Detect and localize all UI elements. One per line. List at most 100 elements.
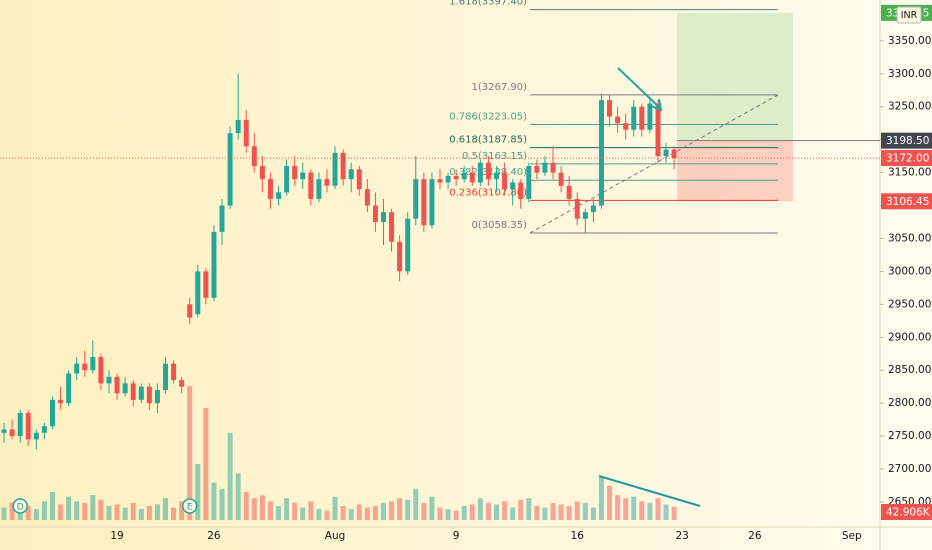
volume-bar [211,482,217,520]
candle-body [461,172,467,180]
x-tick-label: Aug [325,530,346,542]
candle-body [518,182,524,199]
volume-bar [566,506,572,520]
volume-bar [122,507,128,520]
volume-bar [130,502,136,520]
candle-body [1,429,7,433]
volume-bar [534,506,540,520]
volume-bar [308,501,314,520]
volume-bar [66,496,72,520]
volume-bar [276,506,282,520]
candle-body [550,162,556,173]
candle-body [526,166,532,199]
y-tick-label: 3000.00 [888,265,931,277]
entry-price-label: 3198.50 [886,135,929,147]
fib-label: 1(3267.90) [471,82,527,93]
candle-body [171,363,177,381]
candle-body [340,152,346,180]
candle-body [421,179,427,226]
volume-bar [389,501,395,520]
volume-bar [259,495,265,520]
x-tick-label: 16 [571,530,585,542]
candle-body [187,304,193,318]
entry-price-label-bg [881,132,932,149]
candle-body [82,363,88,371]
volume-bar [364,507,370,520]
candle-body [469,172,475,183]
volume-bar [542,507,548,520]
arrow-head [650,98,663,112]
candle-body [130,383,136,400]
event-marker [12,498,28,514]
candle-body [542,162,548,173]
volume-bar [413,488,419,520]
volume-bar [582,502,588,520]
candle-body [356,169,362,190]
volume-bar [74,501,80,520]
volume-bar [163,498,169,520]
candle-body [485,162,491,180]
volume-bar [90,495,96,520]
candle-body [574,198,580,219]
volume-bar [647,502,653,520]
stop-price-label-bg [881,193,932,210]
volume-bar [340,506,346,520]
currency-label: INR [901,10,918,21]
candle-body [397,241,403,272]
volume-bar [445,509,451,520]
candle-body [453,175,459,180]
volume-bar [235,473,241,520]
fib-label: 0.236(3107.80) [449,187,527,198]
candle-body [179,380,185,387]
volume-bar [623,498,629,520]
candle-body [534,166,540,173]
candle-body [163,363,169,390]
volume-label-bg [881,504,932,520]
candle-body [146,386,152,404]
y-tick-label: 2950.00 [888,298,931,310]
y-tick-label: 3350.00 [888,35,931,47]
y-tick-label: 2700.00 [888,463,931,475]
volume-bar [380,502,386,520]
y-tick-label: 3300.00 [888,68,931,80]
candle-body [324,179,330,186]
last-price-label: 3172.00 [886,153,929,165]
candle-body [380,212,386,222]
volume-label: 42.906K [886,507,931,519]
fib-label: 0(3058.35) [471,220,527,231]
candle-body [623,123,629,130]
event-label: E [187,503,193,513]
volume-bar [179,501,185,520]
volume-bar [292,502,298,520]
x-tick-label: Sep [842,530,862,542]
volume-bar [1,507,7,520]
volume-bar [356,504,362,520]
candle-body [227,133,233,206]
volume-bar [284,498,290,520]
x-tick-label: 26 [748,530,762,542]
candle-body [389,212,395,242]
volume-bar [98,499,104,520]
volume-bar [405,499,411,520]
volume-bar [154,504,160,520]
y-tick-label: 3050.00 [888,232,931,244]
y-tick-label: 3250.00 [888,101,931,113]
volume-bar [590,507,596,520]
volume-bar [267,501,273,520]
candle-body [566,185,572,199]
volume-bar [195,464,201,520]
candle-body [267,179,273,199]
candle-body [445,175,451,183]
volume-bar [494,504,500,520]
x-tick-label: 23 [676,530,689,542]
volume-bar [82,502,88,520]
x-tick-label: 19 [110,530,123,542]
candle-body [33,432,39,440]
fib-label: 0.786(3223.05) [449,111,527,122]
volume-bar [33,509,39,520]
candle-body [582,212,588,219]
volume-bar [477,498,483,520]
fib-label: 1.618(3397.40) [449,0,527,8]
candle-body [66,373,72,404]
candle-body [639,106,645,130]
